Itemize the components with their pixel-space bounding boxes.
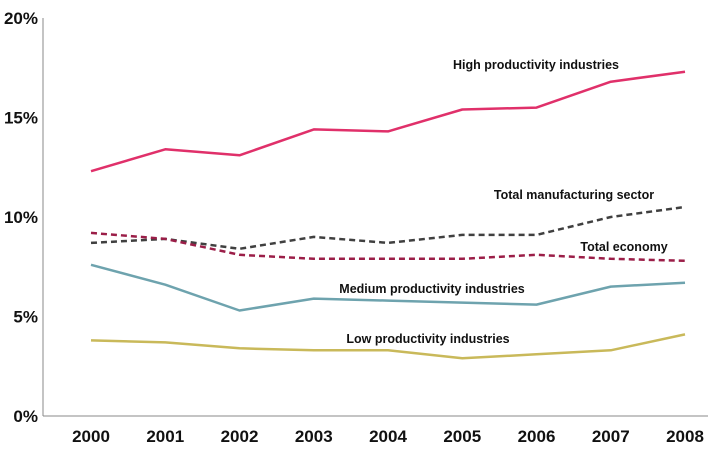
y-tick-label: 20% [4,9,38,28]
x-tick-labels: 2000 2001 2002 2003 2004 2005 2006 2007 2008 [72,427,704,446]
x-tick-label: 2002 [221,427,259,444]
series-line-low-productivity-industries [90,333,686,360]
y-tick-label: 0% [13,407,38,426]
x-tick-label: 2000 [72,427,110,444]
x-tick-label: 2001 [146,427,184,444]
y-tick-label: 15% [4,109,38,128]
x-tick-label: 2007 [592,427,630,444]
x-tick-label: 2004 [369,427,407,444]
x-tick-label: 2003 [295,427,333,444]
series-label: Total manufacturing sector [494,188,654,202]
series-label: Low productivity industries [346,332,509,346]
x-tick-label: 2005 [443,427,481,444]
series-label: Total economy [580,240,667,254]
series-lines [90,70,686,360]
series-label: Medium productivity industries [339,282,524,296]
y-tick-labels: 0% 5% 10% 15% 20% [4,9,38,426]
axes [42,18,708,417]
y-tick-label: 5% [13,308,38,327]
y-tick-label: 10% [4,208,38,227]
x-tick-label: 2006 [518,427,556,444]
x-tick-label: 2008 [666,427,704,444]
series-line-high-productivity-industries [90,70,686,173]
series-label: High productivity industries [453,58,619,72]
series-labels: High productivity industries Total manufa… [339,58,667,346]
series-line-medium-productivity-industries [90,263,686,312]
